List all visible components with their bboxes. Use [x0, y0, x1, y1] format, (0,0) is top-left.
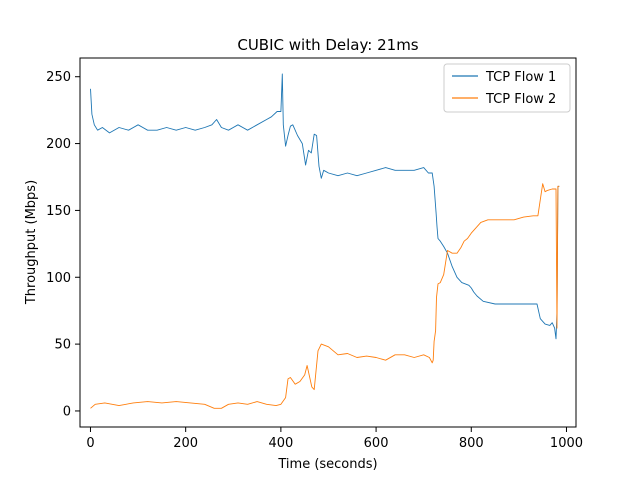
legend: TCP Flow 1 TCP Flow 2: [443, 63, 571, 113]
series-line-flow-2: [90, 183, 560, 409]
y-tick-label: 150: [46, 204, 71, 219]
y-tick-label: 250: [46, 70, 71, 85]
y-tick-label: 0: [63, 404, 71, 419]
x-axis: 0 200 400 600 800 1000: [86, 427, 583, 451]
x-tick-label: 0: [86, 436, 94, 451]
series-line-flow-1: [90, 73, 560, 340]
legend-label-flow-2: TCP Flow 2: [485, 92, 556, 107]
legend-label-flow-1: TCP Flow 1: [485, 70, 556, 85]
y-axis: 0 50 100 150 200 250: [46, 70, 80, 419]
x-tick-label: 200: [173, 436, 198, 451]
y-tick-label: 100: [46, 271, 71, 286]
x-tick-label: 1000: [550, 436, 583, 451]
plot-series: [90, 73, 560, 409]
y-axis-label: Throughput (Mbps): [24, 180, 39, 305]
chart-title: CUBIC with Delay: 21ms: [237, 36, 418, 54]
plot-area-frame: [79, 57, 577, 428]
x-axis-label: Time (seconds): [277, 457, 377, 472]
y-tick-label: 200: [46, 137, 71, 152]
x-tick-label: 400: [268, 436, 293, 451]
y-tick-label: 50: [54, 338, 71, 353]
x-tick-label: 600: [364, 436, 389, 451]
x-tick-label: 800: [459, 436, 484, 451]
